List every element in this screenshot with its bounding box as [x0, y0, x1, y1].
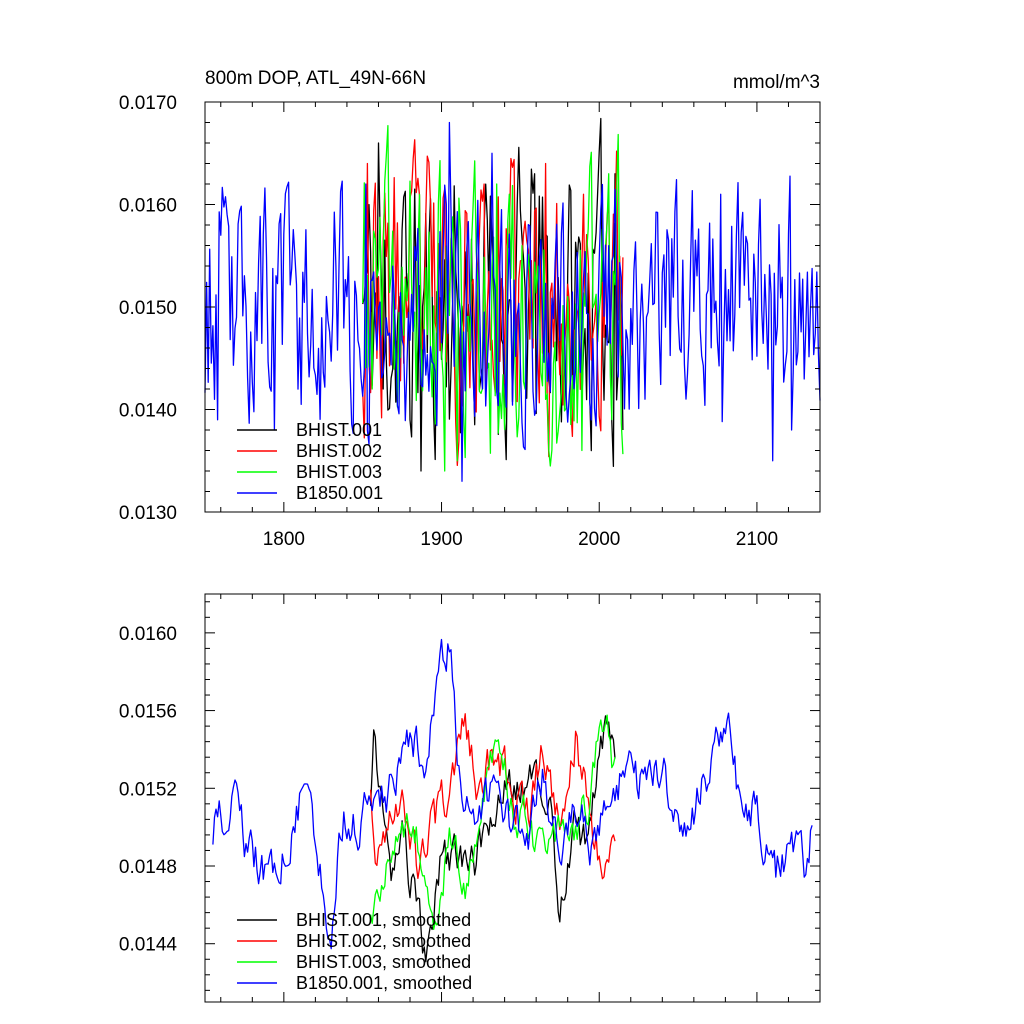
y-tick-label: 0.0152: [119, 779, 177, 800]
top-panel-units: mmol/m^3: [733, 72, 820, 93]
legend-label: B1850.001, smoothed: [296, 973, 472, 993]
x-tick-label: 1900: [420, 529, 462, 550]
y-tick-label: 0.0170: [119, 93, 177, 114]
legend-label: BHIST.003, smoothed: [296, 952, 471, 972]
x-tick-label: 1800: [263, 529, 305, 550]
legend-label: B1850.001: [296, 483, 383, 503]
top-panel: 1800 1900 2000 2100 0.0130 0.0140 0.0150 0.0160…: [119, 68, 821, 550]
x-tick-label: 2000: [578, 529, 620, 550]
y-tick-label: 0.0150: [119, 298, 177, 319]
legend-label: BHIST.001: [296, 420, 382, 440]
legend-label: BHIST.002, smoothed: [296, 931, 471, 951]
y-tick-label: 0.0130: [119, 503, 177, 524]
bottom-panel: 0.0144 0.0148 0.0152 0.0156 0.0160 BHIST.001,…: [119, 593, 821, 1003]
series-line-b1850-001: [204, 121, 821, 482]
y-tick-label: 0.0140: [119, 401, 177, 422]
y-tick-label: 0.0144: [119, 935, 178, 956]
legend-label: BHIST.001, smoothed: [296, 910, 471, 930]
y-tick-label: 0.0160: [119, 624, 177, 645]
top-panel-title: 800m DOP, ATL_49N-66N: [205, 68, 426, 89]
legend-label: BHIST.002: [296, 441, 382, 461]
x-tick-label: 2100: [736, 529, 778, 550]
series-line-b1850-001-smoothed: [212, 638, 813, 950]
legend-label: BHIST.003: [296, 462, 382, 482]
y-tick-label: 0.0156: [119, 702, 177, 723]
y-tick-label: 0.0160: [119, 196, 177, 217]
y-tick-label: 0.0148: [119, 857, 177, 878]
series-line-bhist-003-smoothed: [369, 714, 616, 931]
plot-frame: [204, 593, 821, 1003]
